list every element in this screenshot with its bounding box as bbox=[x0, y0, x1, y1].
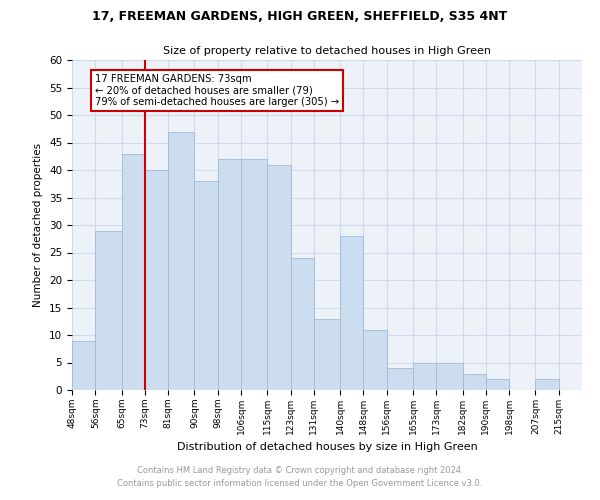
Text: Contains HM Land Registry data © Crown copyright and database right 2024.
Contai: Contains HM Land Registry data © Crown c… bbox=[118, 466, 482, 487]
Y-axis label: Number of detached properties: Number of detached properties bbox=[34, 143, 43, 307]
Bar bbox=[194, 181, 218, 390]
Bar bbox=[463, 374, 486, 390]
Bar bbox=[314, 318, 340, 390]
X-axis label: Distribution of detached houses by size in High Green: Distribution of detached houses by size … bbox=[176, 442, 478, 452]
Bar bbox=[436, 362, 463, 390]
Bar bbox=[72, 340, 95, 390]
Bar bbox=[122, 154, 145, 390]
Text: 17 FREEMAN GARDENS: 73sqm
← 20% of detached houses are smaller (79)
79% of semi-: 17 FREEMAN GARDENS: 73sqm ← 20% of detac… bbox=[95, 74, 340, 107]
Bar bbox=[168, 132, 194, 390]
Bar bbox=[364, 330, 387, 390]
Bar bbox=[340, 236, 364, 390]
Bar bbox=[241, 159, 267, 390]
Bar bbox=[387, 368, 413, 390]
Bar bbox=[535, 379, 559, 390]
Title: Size of property relative to detached houses in High Green: Size of property relative to detached ho… bbox=[163, 46, 491, 56]
Bar bbox=[486, 379, 509, 390]
Text: 17, FREEMAN GARDENS, HIGH GREEN, SHEFFIELD, S35 4NT: 17, FREEMAN GARDENS, HIGH GREEN, SHEFFIE… bbox=[92, 10, 508, 23]
Bar bbox=[290, 258, 314, 390]
Bar bbox=[413, 362, 436, 390]
Bar bbox=[145, 170, 168, 390]
Bar bbox=[95, 230, 122, 390]
Bar bbox=[267, 164, 290, 390]
Bar bbox=[218, 159, 241, 390]
